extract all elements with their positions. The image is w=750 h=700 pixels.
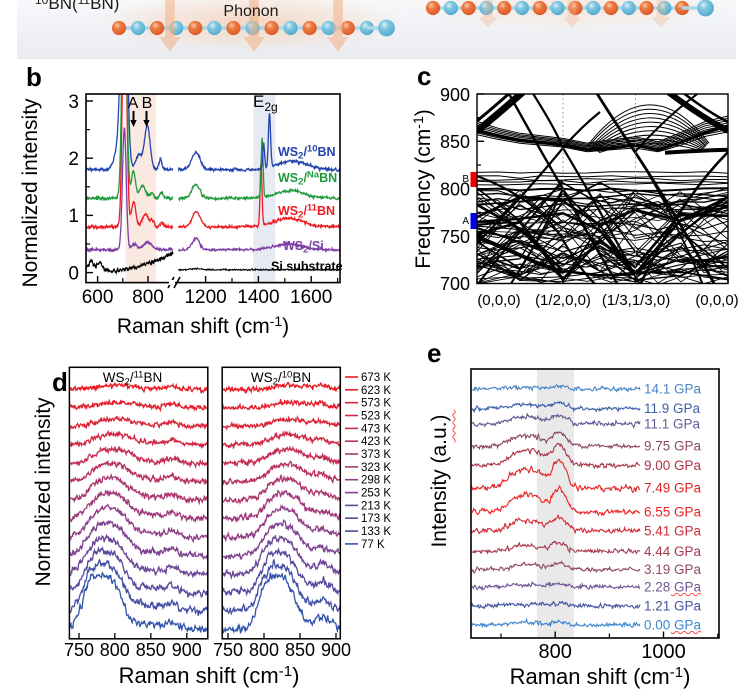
svg-text:3: 3	[68, 92, 79, 113]
svg-text:850: 850	[440, 132, 470, 152]
svg-text:673 K: 673 K	[361, 372, 391, 384]
svg-text:800: 800	[100, 640, 130, 660]
svg-text:Normalized intensity: Normalized intensity	[19, 98, 42, 288]
svg-text:800: 800	[539, 641, 572, 663]
svg-text:14.1 GPa: 14.1 GPa	[644, 382, 702, 397]
svg-text:WS2/NaBN: WS2/NaBN	[278, 170, 337, 188]
svg-text:Normalized intensity: Normalized intensity	[32, 397, 55, 587]
svg-text:850: 850	[136, 640, 166, 660]
svg-text:B: B	[142, 95, 153, 112]
svg-text:Frequency (cm-1): Frequency (cm-1)	[410, 109, 435, 269]
svg-text:700: 700	[440, 274, 470, 294]
svg-text:573 K: 573 K	[361, 398, 391, 410]
svg-text:1000: 1000	[641, 641, 686, 663]
svg-text:d: d	[52, 367, 68, 397]
svg-text:4.44 GPa: 4.44 GPa	[644, 544, 702, 559]
svg-text:2.28 GPa: 2.28 GPa	[644, 580, 702, 595]
svg-text:600: 600	[82, 287, 114, 308]
svg-text:Raman shift (cm-1): Raman shift (cm-1)	[119, 663, 300, 688]
svg-text:800: 800	[440, 180, 470, 200]
svg-text:5.41 GPa: 5.41 GPa	[644, 524, 702, 539]
svg-text:750: 750	[213, 640, 243, 660]
svg-text:c: c	[417, 61, 431, 91]
svg-text:A: A	[128, 95, 139, 112]
svg-text:Raman shift (cm-1): Raman shift (cm-1)	[510, 664, 691, 689]
svg-text:1400: 1400	[237, 287, 279, 308]
svg-text:(0,0,0): (0,0,0)	[477, 292, 520, 309]
svg-text:1.21 GPa: 1.21 GPa	[644, 599, 702, 614]
svg-text:900: 900	[321, 640, 351, 660]
svg-text:800: 800	[132, 287, 164, 308]
svg-text:423 K: 423 K	[361, 436, 391, 448]
svg-text:3.19 GPa: 3.19 GPa	[644, 562, 702, 577]
svg-text:(0,0,0): (0,0,0)	[695, 292, 738, 309]
svg-text:e: e	[427, 338, 441, 368]
svg-text:523 K: 523 K	[361, 411, 391, 423]
svg-text:A: A	[462, 216, 469, 227]
svg-text:Si substrate: Si substrate	[271, 260, 343, 274]
svg-text:Phonon: Phonon	[223, 3, 278, 20]
svg-text:133 K: 133 K	[361, 526, 391, 538]
svg-text:623 K: 623 K	[361, 385, 391, 397]
svg-text:1200: 1200	[184, 287, 226, 308]
svg-text:253 K: 253 K	[361, 488, 391, 500]
svg-text:800: 800	[249, 640, 279, 660]
svg-text:WS2/11BN: WS2/11BN	[103, 370, 162, 388]
svg-text:6.55 GPa: 6.55 GPa	[644, 505, 702, 520]
svg-text:b: b	[26, 62, 42, 92]
svg-text:0: 0	[68, 263, 79, 284]
svg-text:473 K: 473 K	[361, 423, 391, 435]
svg-text:B: B	[462, 174, 469, 185]
svg-text:9.00 GPa: 9.00 GPa	[644, 458, 702, 473]
svg-text:213 K: 213 K	[361, 500, 391, 512]
svg-text:750: 750	[64, 640, 94, 660]
svg-text:850: 850	[285, 640, 315, 660]
svg-text:Intensity (a.u.): Intensity (a.u.)	[428, 414, 451, 547]
svg-text:173 K: 173 K	[361, 513, 391, 525]
svg-text:1600: 1600	[290, 287, 332, 308]
svg-text:11.1 GPa: 11.1 GPa	[644, 417, 701, 432]
svg-text:Raman shift (cm-1): Raman shift (cm-1)	[117, 313, 289, 338]
svg-text:WS2/11BN: WS2/11BN	[278, 203, 335, 221]
svg-text:10BN(11BN): 10BN(11BN)	[35, 0, 119, 13]
svg-text:WS2/Si: WS2/Si	[283, 239, 324, 256]
svg-text:900: 900	[440, 85, 470, 105]
svg-text:(1/2,0,0): (1/2,0,0)	[535, 292, 591, 309]
svg-text:2: 2	[68, 149, 79, 170]
svg-text:750: 750	[440, 227, 470, 247]
svg-text:323 K: 323 K	[361, 462, 391, 474]
svg-text:1: 1	[68, 206, 79, 227]
svg-text:11.9 GPa: 11.9 GPa	[644, 401, 701, 416]
svg-text:298 K: 298 K	[361, 475, 391, 487]
svg-text:WS2/10BN: WS2/10BN	[278, 144, 336, 162]
svg-text:373 K: 373 K	[361, 449, 391, 461]
svg-text:(1/3,1/3,0): (1/3,1/3,0)	[602, 292, 670, 309]
svg-text:7.49 GPa: 7.49 GPa	[644, 481, 702, 496]
svg-text:900: 900	[172, 640, 202, 660]
svg-text:0.00 GPa: 0.00 GPa	[644, 618, 702, 633]
svg-text:9.75 GPa: 9.75 GPa	[644, 439, 702, 454]
svg-text:WS2/10BN: WS2/10BN	[251, 370, 311, 388]
svg-text:77 K: 77 K	[361, 539, 385, 551]
